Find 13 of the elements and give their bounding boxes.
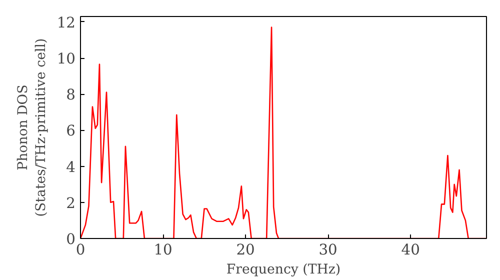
- y-tick-label: 6: [66, 122, 76, 140]
- y-tick-label: 10: [56, 50, 76, 68]
- x-tick-label: 20: [236, 242, 255, 258]
- x-axis-title: Frequency (THz): [226, 262, 341, 278]
- x-tick-label: 40: [401, 242, 420, 258]
- y-tick-label: 2: [66, 194, 76, 212]
- y-axis-title: Phonon DOS (States/THz·primitive cell): [16, 38, 49, 217]
- y-tick-label: 4: [66, 158, 76, 176]
- y-tick-label: 0: [66, 231, 76, 248]
- y-tick-label: 12: [56, 14, 76, 32]
- x-tick-label: 30: [318, 242, 338, 258]
- y-tick-label: 8: [66, 86, 76, 104]
- x-tick-label: 10: [154, 242, 172, 258]
